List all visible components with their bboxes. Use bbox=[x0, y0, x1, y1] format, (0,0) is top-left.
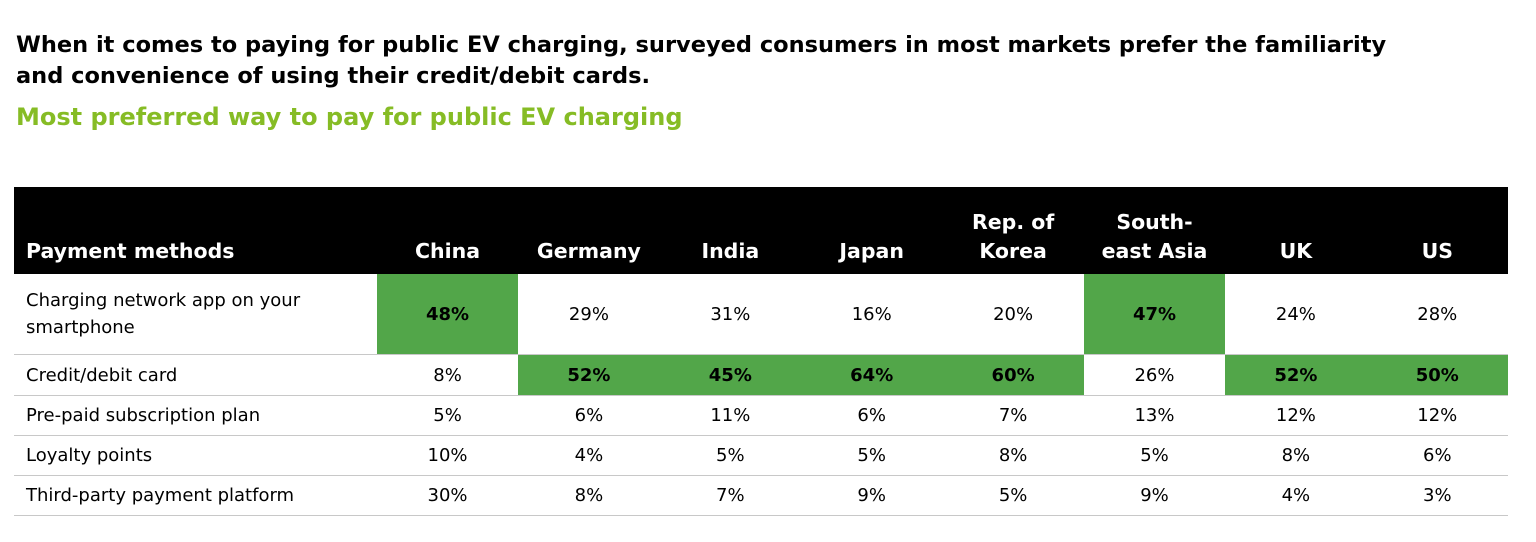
table-row: Third-party payment platform 30% 8% 7% 9… bbox=[14, 475, 1508, 516]
value-cell-highlighted: 52% bbox=[518, 354, 660, 396]
value-cell-highlighted: 60% bbox=[942, 354, 1084, 396]
table-row: Loyalty points 10% 4% 5% 5% 8% 5% 8% 6% bbox=[14, 435, 1508, 476]
value-cell: 9% bbox=[801, 475, 943, 516]
payment-methods-table: Payment methods China Germany India Japa… bbox=[14, 187, 1508, 516]
table-row: Charging network app on your smartphone … bbox=[14, 274, 1508, 355]
header-us: US bbox=[1366, 187, 1508, 274]
value-cell: 12% bbox=[1366, 395, 1508, 436]
row-label: Credit/debit card bbox=[14, 354, 377, 396]
value-cell: 26% bbox=[1083, 354, 1226, 396]
row-label: Third-party payment platform bbox=[14, 475, 377, 516]
row-label: Charging network app on your smartphone bbox=[14, 274, 377, 355]
value-cell: 9% bbox=[1083, 475, 1226, 516]
value-cell-highlighted: 47% bbox=[1083, 274, 1226, 355]
row-label: Loyalty points bbox=[14, 435, 377, 476]
value-cell: 28% bbox=[1366, 274, 1508, 355]
value-cell: 31% bbox=[659, 274, 802, 355]
table-header-row: Payment methods China Germany India Japa… bbox=[14, 187, 1508, 274]
value-cell: 24% bbox=[1225, 274, 1367, 355]
chart-title: When it comes to paying for public EV ch… bbox=[16, 32, 1387, 89]
value-cell: 6% bbox=[1366, 435, 1508, 476]
value-cell: 8% bbox=[1225, 435, 1367, 476]
header-china: China bbox=[376, 187, 519, 274]
value-cell: 8% bbox=[518, 475, 660, 516]
header-india: India bbox=[659, 187, 802, 274]
value-cell: 16% bbox=[801, 274, 943, 355]
header-japan: Japan bbox=[801, 187, 943, 274]
row-label: Pre-paid subscription plan bbox=[14, 395, 377, 436]
value-cell: 30% bbox=[376, 475, 519, 516]
value-cell: 12% bbox=[1225, 395, 1367, 436]
value-cell: 29% bbox=[518, 274, 660, 355]
value-cell: 8% bbox=[376, 354, 519, 396]
value-cell: 4% bbox=[518, 435, 660, 476]
value-cell: 4% bbox=[1225, 475, 1367, 516]
header-uk: UK bbox=[1225, 187, 1367, 274]
value-cell: 5% bbox=[801, 435, 943, 476]
value-cell: 7% bbox=[942, 395, 1084, 436]
value-cell: 6% bbox=[801, 395, 943, 436]
header-payment-methods: Payment methods bbox=[14, 187, 377, 274]
value-cell: 3% bbox=[1366, 475, 1508, 516]
value-cell-highlighted: 45% bbox=[659, 354, 802, 396]
value-cell-highlighted: 50% bbox=[1366, 354, 1508, 396]
value-cell: 5% bbox=[659, 435, 802, 476]
value-cell-highlighted: 52% bbox=[1225, 354, 1367, 396]
header-southeast-asia: South- east Asia bbox=[1083, 187, 1226, 274]
value-cell: 7% bbox=[659, 475, 802, 516]
value-cell-highlighted: 64% bbox=[801, 354, 943, 396]
header-germany: Germany bbox=[518, 187, 660, 274]
value-cell: 20% bbox=[942, 274, 1084, 355]
value-cell: 13% bbox=[1083, 395, 1226, 436]
header-korea: Rep. of Korea bbox=[942, 187, 1084, 274]
value-cell-highlighted: 48% bbox=[376, 274, 519, 355]
table-row: Pre-paid subscription plan 5% 6% 11% 6% … bbox=[14, 395, 1508, 436]
value-cell: 6% bbox=[518, 395, 660, 436]
table-row: Credit/debit card 8% 52% 45% 64% 60% 26%… bbox=[14, 354, 1508, 396]
value-cell: 8% bbox=[942, 435, 1084, 476]
value-cell: 11% bbox=[659, 395, 802, 436]
value-cell: 10% bbox=[376, 435, 519, 476]
value-cell: 5% bbox=[376, 395, 519, 436]
chart-subtitle: Most preferred way to pay for public EV … bbox=[16, 103, 683, 131]
value-cell: 5% bbox=[1083, 435, 1226, 476]
value-cell: 5% bbox=[942, 475, 1084, 516]
